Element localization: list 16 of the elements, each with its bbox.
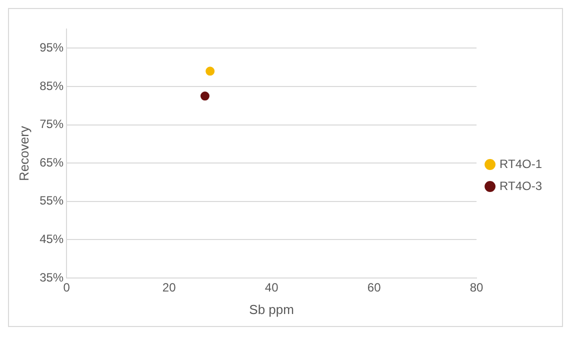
y-tick-label: 55%: [40, 194, 64, 208]
x-tick-label: 80: [470, 280, 484, 295]
y-tick-label: 95%: [40, 40, 64, 54]
x-tick-label: 20: [162, 280, 176, 295]
x-tick-label: 60: [367, 280, 382, 295]
legend-label: RT4O-3: [500, 178, 542, 193]
y-tick-label: 85%: [40, 78, 64, 93]
y-tick-label: 75%: [40, 117, 64, 132]
x-axis-title: Sb ppm: [249, 302, 294, 317]
y-tick-label: 35%: [40, 270, 64, 284]
x-tick-label: 40: [264, 280, 279, 295]
legend-label: RT4O-1: [500, 156, 542, 171]
y-axis-title: Recovery: [16, 126, 32, 181]
y-tick-label: 65%: [40, 155, 64, 170]
x-tick-label: 0: [63, 280, 70, 295]
y-tick-label: 45%: [40, 232, 64, 246]
